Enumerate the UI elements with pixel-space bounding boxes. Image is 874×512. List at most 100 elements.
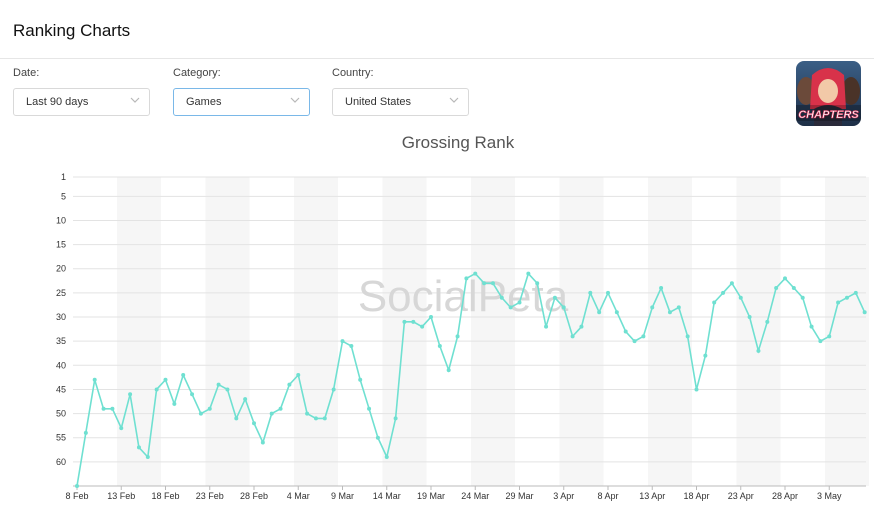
category-select[interactable]: Games [173,88,310,116]
data-point [172,401,177,406]
data-point [190,392,195,397]
chart-band [825,177,869,486]
date-select-value: Last 90 days [26,96,89,108]
data-point [650,305,655,310]
y-tick-label: 45 [56,384,66,394]
chart-band [117,177,161,486]
data-point [349,343,354,348]
data-point [402,319,407,324]
app-icon[interactable]: CHAPTERS [796,61,861,126]
data-point [128,392,133,397]
country-label: Country: [332,67,374,79]
data-point [862,310,867,315]
y-tick-label: 15 [56,240,66,250]
data-point [535,281,540,286]
x-tick-label: 23 Feb [196,491,224,501]
data-point [800,295,805,300]
data-point [225,387,230,392]
data-point [694,387,699,392]
y-tick-label: 5 [61,191,66,201]
data-point [721,290,726,295]
data-point [296,372,301,377]
data-point [482,281,487,286]
header-bar: Ranking Charts [0,0,874,59]
data-point [287,382,292,387]
y-tick-label: 50 [56,409,66,419]
data-point [632,339,637,344]
x-tick-label: 23 Apr [728,491,754,501]
data-point [464,276,469,281]
x-axis-ticks: 8 Feb 13 Feb 18 Feb 23 Feb 28 Feb 4 Mar 9 Mar 1… [65,486,842,501]
chart-band [294,177,338,486]
y-tick-label: 1 [61,172,66,182]
data-point [207,406,212,411]
data-point [163,377,168,382]
x-tick-label: 29 Mar [505,491,533,501]
data-point [437,343,442,348]
chart-title: Grossing Rank [402,133,515,152]
chart-band [736,177,781,486]
data-point [552,295,557,300]
data-point [119,426,124,431]
data-point [278,406,283,411]
y-tick-label: 25 [56,288,66,298]
category-select-value: Games [186,96,222,108]
data-point [154,387,159,392]
data-point [517,300,522,305]
y-tick-label: 40 [56,360,66,370]
x-tick-label: 24 Mar [461,491,489,501]
y-tick-label: 10 [56,215,66,225]
data-point [198,411,203,416]
data-point [614,310,619,315]
country-select[interactable]: United States [332,88,469,116]
data-point [101,406,106,411]
x-tick-label: 13 Apr [639,491,665,501]
data-point [145,455,150,460]
x-tick-label: 14 Mar [373,491,401,501]
x-tick-label: 13 Feb [107,491,135,501]
x-tick-label: 8 Apr [597,491,618,501]
data-point [234,416,239,421]
data-point [676,305,681,310]
data-point [579,324,584,329]
data-point [667,310,672,315]
data-point [313,416,318,421]
data-point [340,339,345,344]
data-point [83,430,88,435]
data-point [544,324,549,329]
chart-band [205,177,250,486]
data-point [791,286,796,291]
chevron-down-icon [130,97,140,103]
data-point [853,290,858,295]
chevron-down-icon [290,97,300,103]
date-select[interactable]: Last 90 days [13,88,150,116]
x-tick-label: 4 Mar [287,491,310,501]
data-point [703,353,708,358]
data-point [561,305,566,310]
data-point [526,271,531,276]
y-tick-label: 20 [56,264,66,274]
data-point [588,290,593,295]
data-point [92,377,97,382]
data-point [765,319,770,324]
data-point [844,295,849,300]
x-tick-label: 19 Mar [417,491,445,501]
chevron-down-icon [449,97,459,103]
x-tick-label: 3 May [817,491,842,501]
y-tick-label: 60 [56,457,66,467]
x-tick-label: 28 Feb [240,491,268,501]
category-label: Category: [173,67,221,79]
data-point [252,421,256,426]
data-point [508,305,513,310]
data-point [809,324,814,329]
data-point [455,334,460,339]
app-icon-art: CHAPTERS [796,61,861,126]
data-point [597,310,602,315]
data-point [181,372,186,377]
data-point [393,416,398,421]
data-point [570,334,575,339]
date-label: Date: [13,67,40,79]
data-point [738,295,743,300]
